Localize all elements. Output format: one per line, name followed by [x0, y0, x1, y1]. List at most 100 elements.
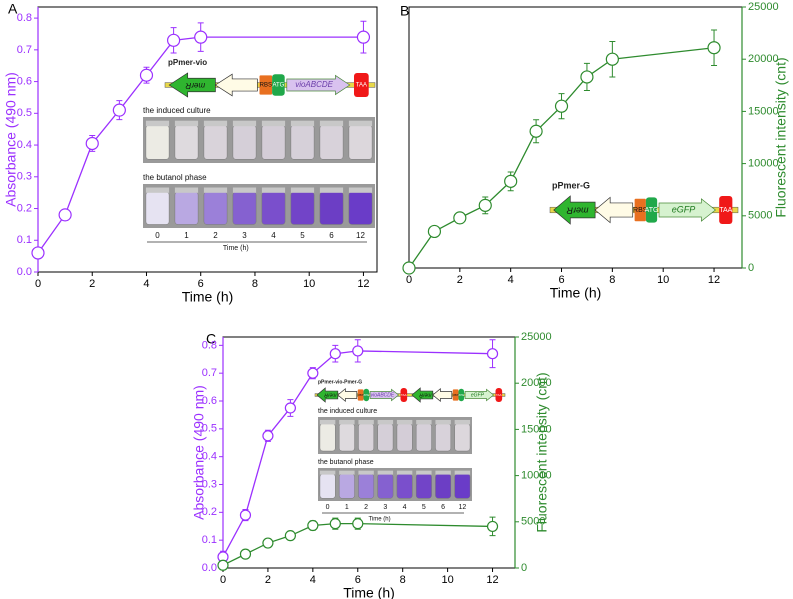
x-tick-label: 10: [441, 574, 453, 586]
y-tick-label: 0.2: [17, 202, 32, 214]
vial: [232, 191, 257, 225]
y2-tick-label: 20000: [748, 53, 779, 65]
marker: [580, 70, 594, 84]
vial: [174, 125, 199, 160]
marker: [262, 430, 274, 442]
part-label: RBS: [633, 207, 648, 214]
vial-cap: [416, 419, 432, 425]
vial-cap: [145, 187, 170, 193]
vial: [290, 191, 315, 225]
y-tick-label: 0.5: [202, 423, 217, 435]
part-label: TAA: [401, 393, 407, 397]
part-label: vioABCDE: [371, 392, 395, 398]
vial-cap: [290, 187, 315, 193]
y2-axis-title: Fluorescent intensity (cnt): [534, 372, 550, 532]
y-axis-title: Absorbance (490 nm): [191, 385, 207, 520]
vial-cap: [358, 470, 374, 475]
marker: [112, 103, 126, 117]
vial: [261, 191, 286, 225]
vial: [415, 423, 432, 452]
lane-label: 6: [441, 504, 445, 511]
marker: [486, 520, 499, 533]
vial-cap: [203, 120, 228, 127]
x-tick-label: 8: [400, 574, 406, 586]
vial: [435, 473, 452, 499]
y-tick-label: 0.6: [17, 75, 32, 87]
marker: [427, 224, 442, 239]
gene-arrow: [432, 387, 453, 403]
x-tick-label: 0: [406, 274, 412, 286]
lane-label: 3: [242, 231, 247, 240]
atg-part: [645, 197, 658, 223]
vial-cap: [232, 120, 257, 127]
rbs-part: [259, 75, 273, 95]
lane-label: 5: [422, 504, 426, 511]
vial-cap: [232, 187, 257, 193]
vial-cap: [319, 470, 336, 475]
vial: [348, 191, 373, 225]
vial: [145, 125, 170, 160]
y-axis-title: Absorbance (490 nm): [3, 72, 19, 207]
marker: [453, 211, 467, 225]
y-tick-label: 0.3: [17, 171, 32, 183]
y2-tick-label: 20000: [521, 377, 552, 389]
vial-cap: [358, 419, 374, 425]
x-tick-label: 0: [220, 574, 226, 586]
vial: [145, 191, 170, 225]
y-tick-label: 0.2: [202, 506, 217, 518]
lane-label: 0: [155, 231, 160, 240]
vial-cap: [261, 120, 286, 127]
vial: [396, 423, 413, 452]
vial: [454, 423, 471, 452]
vial: [338, 473, 355, 499]
y2-tick-label: 15000: [748, 105, 779, 117]
vial: [358, 423, 375, 452]
vial: [203, 191, 228, 225]
vial: [290, 125, 315, 160]
x-tick-label: 6: [355, 574, 361, 586]
lane-label: 12: [458, 504, 466, 511]
x-axis-title: Time (h): [343, 585, 395, 599]
vial: [377, 473, 394, 499]
gene-arrow: [286, 74, 351, 96]
vial-cap: [377, 470, 394, 475]
vial: [348, 125, 373, 160]
marker: [504, 174, 518, 188]
x-tick-label: 2: [265, 574, 271, 586]
vial: [454, 473, 471, 499]
marker: [167, 33, 181, 47]
y2-tick-label: 15000: [521, 423, 552, 435]
vial-cap: [435, 419, 451, 425]
vial: [174, 191, 199, 225]
x-tick-label: 12: [357, 278, 369, 290]
y2-tick-label: 10000: [748, 158, 779, 170]
marker: [194, 30, 208, 44]
y-tick-label: 0.3: [202, 478, 217, 490]
marker: [307, 367, 319, 379]
construct-label: pPmer-vio: [168, 58, 207, 67]
gene-arrow: [464, 388, 495, 402]
marker: [605, 52, 619, 66]
vial: [338, 423, 355, 452]
vial-cap: [348, 187, 373, 193]
marker: [329, 518, 341, 530]
vial-cap: [319, 187, 344, 193]
x-tick-label: 4: [310, 574, 316, 586]
vial: [435, 423, 452, 452]
vial-cap: [319, 419, 336, 425]
vial-cap: [145, 120, 170, 127]
x-tick-label: 4: [508, 274, 514, 286]
y-tick-label: 0.4: [17, 139, 32, 151]
lane-label: 6: [329, 231, 334, 240]
y-tick-label: 0.8: [17, 12, 32, 24]
x-tick-label: 10: [657, 274, 669, 286]
panel-letter: B: [400, 3, 409, 19]
part-label: ATG: [363, 393, 370, 397]
marker: [707, 41, 721, 55]
lane-label: 1: [345, 504, 349, 511]
vial-cap: [348, 120, 373, 127]
x-axis-title: Time (h): [182, 289, 234, 305]
vial-cap: [435, 470, 451, 475]
vial: [203, 125, 228, 160]
marker: [486, 348, 499, 360]
